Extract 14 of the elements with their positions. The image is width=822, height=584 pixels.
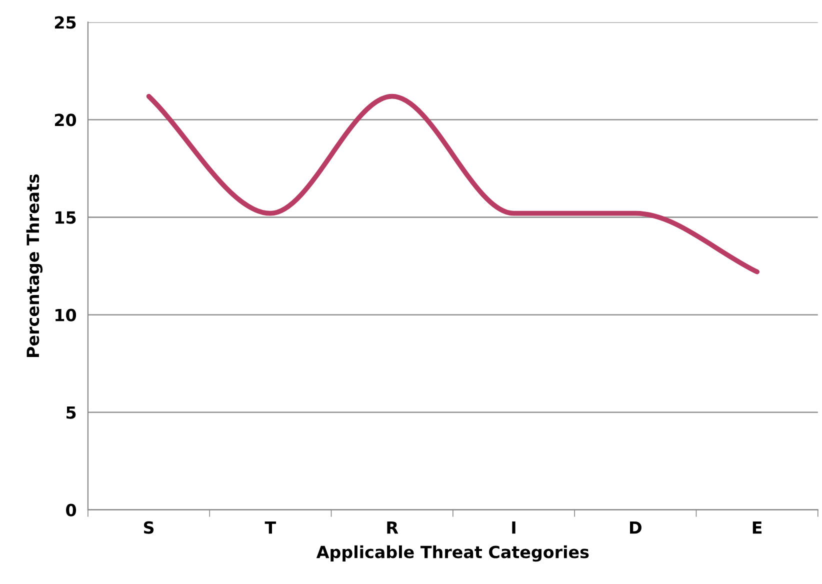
x-tick-label: S	[144, 521, 154, 534]
y-tick-label: 20	[54, 114, 76, 126]
y-tick-label: 15	[56, 211, 76, 224]
y-tick-label: 5	[66, 406, 76, 419]
x-tick-label: R	[387, 521, 398, 534]
x-axis-title: Applicable Threat Categories	[316, 545, 589, 562]
y-tick-label: 0	[66, 504, 76, 516]
y-tick-label: 25	[54, 16, 76, 29]
x-tick-label: D	[630, 521, 642, 534]
y-tick-label: 10	[56, 308, 76, 322]
x-tick-label: E	[752, 521, 762, 534]
y-axis-title: Percentage Threats	[26, 174, 43, 357]
x-tick-label: T	[264, 521, 276, 534]
x-tick-label: I	[512, 521, 516, 534]
